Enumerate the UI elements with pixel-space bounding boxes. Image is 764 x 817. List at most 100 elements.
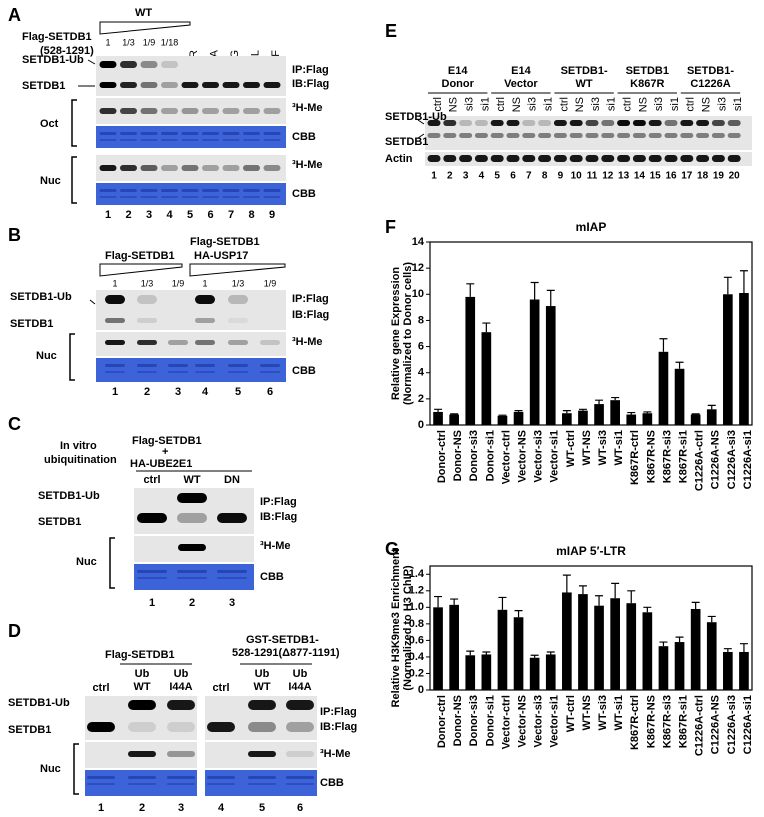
- lane-number: 13: [618, 171, 630, 182]
- assay-label: ³H-Me: [292, 336, 323, 348]
- panel-letter: F: [385, 217, 396, 237]
- band: [202, 189, 219, 192]
- lane-number: 3: [146, 209, 152, 221]
- x-tick-label: Donor-si1: [484, 430, 496, 481]
- band: [87, 776, 115, 779]
- band: [248, 776, 276, 779]
- band: [506, 133, 520, 138]
- group-label: Nuc: [40, 175, 61, 187]
- error-bar: [546, 289, 555, 307]
- y-tick-label: 0.6: [409, 634, 424, 646]
- band: [727, 120, 741, 126]
- lane-label: si3: [464, 97, 476, 111]
- error-bar: [643, 411, 652, 414]
- x-tick-label: Vector-ctrl: [500, 695, 512, 749]
- y-tick-label: 0: [418, 419, 424, 431]
- error-bar: [482, 322, 491, 333]
- bar: [626, 603, 637, 690]
- band: [553, 155, 567, 162]
- y-tick-label: 1.0: [409, 601, 424, 613]
- assay-label: CBB: [292, 131, 316, 143]
- x-tick-label: Vector-si3: [533, 695, 545, 748]
- band: [263, 82, 281, 88]
- band: [137, 570, 167, 573]
- bar: [610, 598, 620, 690]
- band: [161, 196, 178, 198]
- x-tick-label: K867R-si1: [677, 430, 689, 483]
- band: [195, 340, 215, 345]
- group-header: SETDB1-: [561, 65, 608, 77]
- rule: [417, 119, 425, 125]
- band: [161, 132, 178, 135]
- band-label: SETDB1-Ub: [385, 111, 447, 123]
- band: [538, 120, 552, 126]
- band: [243, 139, 260, 141]
- x-tick-label: K867R-NS: [645, 695, 657, 748]
- lane-label: 1: [105, 37, 110, 47]
- lane-number: 6: [297, 802, 303, 814]
- chart-title: mIAP 5′-LTR: [556, 544, 626, 558]
- bar: [433, 411, 443, 425]
- lane-label: si1: [543, 97, 555, 111]
- ip-label: IP:Flag: [260, 496, 297, 508]
- x-tick-label: K867R-NS: [645, 430, 657, 483]
- band-label: SETDB1: [22, 80, 65, 92]
- band: [140, 108, 158, 114]
- band: [585, 120, 599, 126]
- ib-label: IB:Flag: [292, 78, 329, 90]
- band: [140, 61, 158, 68]
- blot: [96, 290, 286, 330]
- bracket: [109, 537, 115, 589]
- lane-number: 10: [571, 171, 583, 182]
- lane-number: 4: [202, 386, 209, 398]
- band: [181, 139, 199, 141]
- band: [181, 108, 199, 114]
- lane-label: Ub: [174, 668, 189, 680]
- assay-label: ³H-Me: [260, 540, 291, 552]
- band: [617, 120, 631, 126]
- lane-label: NS: [701, 97, 713, 112]
- band: [99, 82, 117, 88]
- band: [601, 120, 615, 126]
- lane-label: 1/9: [264, 278, 277, 288]
- band: [569, 155, 583, 162]
- error-bar: [562, 574, 571, 593]
- bracket: [71, 156, 77, 204]
- group-label: Nuc: [36, 350, 57, 362]
- band: [137, 513, 167, 523]
- band: [137, 371, 157, 373]
- lane-label: I44A: [169, 681, 192, 693]
- group-header: SETDB1: [626, 65, 669, 77]
- error-bar: [434, 595, 443, 608]
- lane-label: 1: [112, 278, 117, 288]
- group-header: K867R: [630, 78, 664, 90]
- band: [538, 133, 552, 138]
- blot: [96, 332, 286, 356]
- band: [443, 133, 457, 138]
- assay-label: CBB: [260, 571, 284, 583]
- error-bar: [739, 270, 748, 293]
- lane-label: 1: [202, 278, 207, 288]
- band: [128, 776, 156, 779]
- lane-number: 5: [494, 171, 500, 182]
- lane-label: ctrl: [685, 97, 697, 112]
- error-bar: [723, 276, 732, 295]
- error-bar: [514, 410, 523, 412]
- panel-letter: C: [8, 414, 21, 434]
- error-bar: [659, 338, 668, 352]
- band: [522, 120, 536, 126]
- y-axis-label: Relative gene Expression: [390, 267, 402, 401]
- bar: [706, 409, 717, 425]
- group-header: Flag-SETDB1: [105, 250, 175, 262]
- band: [168, 340, 188, 345]
- assay-label: ³H-Me: [292, 102, 323, 114]
- error-bar: [675, 636, 684, 643]
- ip-label: IP:Flag: [320, 706, 357, 718]
- x-tick-label: C1226A-si1: [742, 430, 754, 489]
- lane-label: si3: [716, 97, 728, 111]
- x-tick-label: C1226A-ctrl: [694, 430, 706, 491]
- band: [228, 340, 248, 345]
- band: [99, 61, 117, 68]
- band: [181, 82, 199, 88]
- y-tick-label: 0.4: [409, 651, 425, 663]
